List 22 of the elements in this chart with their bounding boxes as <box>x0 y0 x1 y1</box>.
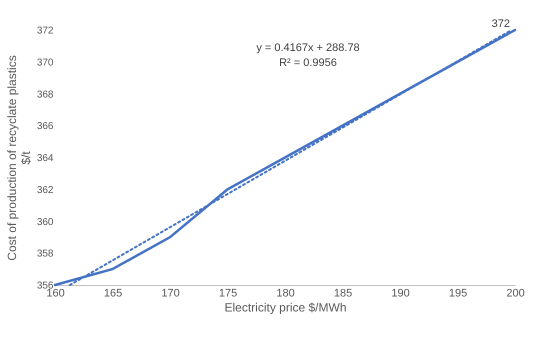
y-tick-label: 372 <box>36 26 54 36</box>
y-tick-label: 364 <box>36 153 54 164</box>
annotation: y = 0.4167x + 288.78 <box>256 42 360 54</box>
y-tick-label: 362 <box>36 184 54 196</box>
y-tick-label: 370 <box>36 57 54 68</box>
x-tick-label: 195 <box>448 288 468 300</box>
data-label: 372 <box>492 18 510 30</box>
x-tick-label: 165 <box>104 288 122 300</box>
y-tick-label: 358 <box>36 248 54 260</box>
y-tick-label: 368 <box>36 89 54 100</box>
y-tick-label: 366 <box>36 121 54 132</box>
x-axis-title: Electricity price $/MWh <box>224 300 347 314</box>
x-tick-label: 200 <box>506 288 525 300</box>
y-axis-title: Cost of production of recyclate plastics $/t <box>4 55 33 261</box>
y-tick-label: 360 <box>36 216 54 228</box>
x-tick-label: 175 <box>218 288 238 300</box>
x-tick-label: 185 <box>334 288 352 300</box>
x-tick-label: 180 <box>276 288 295 300</box>
annotation: R² = 0.9956 <box>279 57 337 69</box>
x-tick-label: 190 <box>391 288 410 300</box>
x-tick-label: 160 <box>46 288 65 300</box>
x-tick-label: 170 <box>161 288 180 300</box>
